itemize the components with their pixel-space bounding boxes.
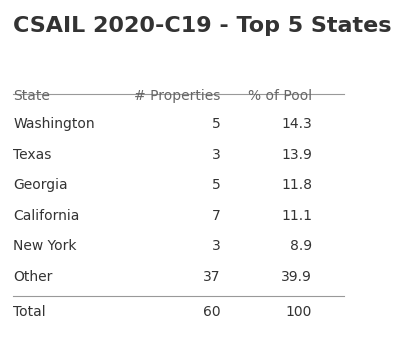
Text: 39.9: 39.9 (281, 270, 312, 284)
Text: State: State (13, 89, 50, 103)
Text: Total: Total (13, 305, 46, 319)
Text: 3: 3 (212, 148, 221, 162)
Text: Georgia: Georgia (13, 178, 68, 192)
Text: 13.9: 13.9 (281, 148, 312, 162)
Text: 5: 5 (212, 178, 221, 192)
Text: 60: 60 (203, 305, 221, 319)
Text: # Properties: # Properties (134, 89, 221, 103)
Text: 14.3: 14.3 (281, 117, 312, 131)
Text: Texas: Texas (13, 148, 52, 162)
Text: New York: New York (13, 239, 77, 253)
Text: 100: 100 (286, 305, 312, 319)
Text: 37: 37 (203, 270, 221, 284)
Text: 7: 7 (212, 209, 221, 223)
Text: 11.1: 11.1 (281, 209, 312, 223)
Text: % of Pool: % of Pool (248, 89, 312, 103)
Text: California: California (13, 209, 80, 223)
Text: Other: Other (13, 270, 52, 284)
Text: 11.8: 11.8 (281, 178, 312, 192)
Text: CSAIL 2020-C19 - Top 5 States: CSAIL 2020-C19 - Top 5 States (13, 16, 392, 36)
Text: 8.9: 8.9 (290, 239, 312, 253)
Text: Washington: Washington (13, 117, 95, 131)
Text: 5: 5 (212, 117, 221, 131)
Text: 3: 3 (212, 239, 221, 253)
